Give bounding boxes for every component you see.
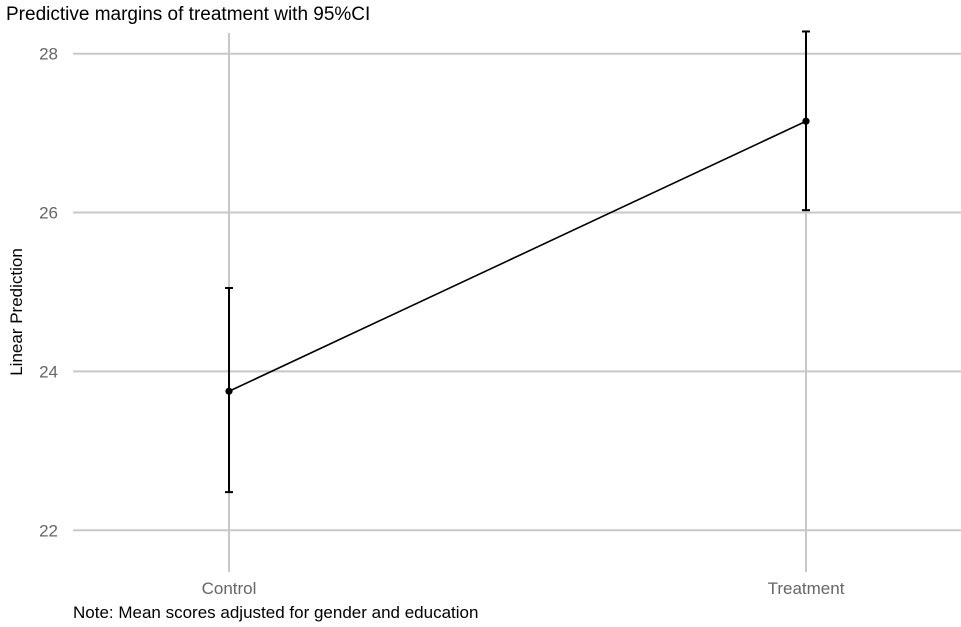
y-tick-label: 26 [39, 204, 58, 223]
y-tick-label: 22 [39, 521, 58, 540]
y-tick-label: 24 [39, 362, 58, 381]
y-axis-ticks: 22 24 26 28 [39, 45, 58, 541]
y-tick-label: 28 [39, 45, 58, 64]
x-tick-label: Treatment [768, 579, 845, 598]
data-point [802, 117, 810, 125]
series-group [225, 30, 810, 494]
data-point [225, 387, 233, 395]
x-axis-ticks: Control Treatment [202, 579, 845, 598]
grid [73, 33, 961, 572]
x-tick-label: Control [202, 579, 257, 598]
y-axis-label: Linear Prediction [7, 248, 26, 376]
chart-title: Predictive margins of treatment with 95%… [6, 4, 371, 25]
chart-note: Note: Mean scores adjusted for gender an… [73, 603, 479, 622]
series-line [228, 120, 807, 392]
